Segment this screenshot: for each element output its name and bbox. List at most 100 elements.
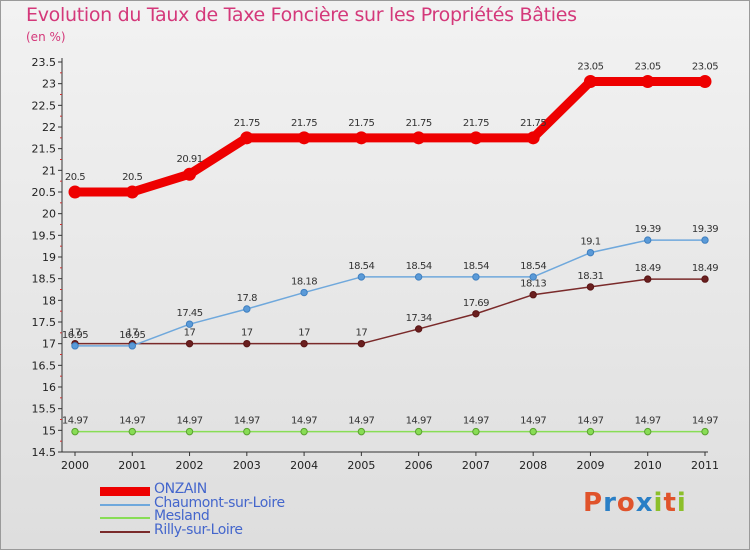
data-point [526,131,540,145]
data-point [71,427,79,436]
data-point [644,275,652,283]
y-tick-label: 18 [42,294,56,307]
logo-letter: P [583,488,604,518]
logo-letter: t [663,488,677,518]
data-label: 17 [298,328,310,339]
data-label: 18.49 [635,263,661,274]
data-label: 19.39 [635,224,661,235]
data-point [185,320,194,328]
y-tick-label: 22 [42,121,56,134]
data-point [472,273,480,281]
legend-swatch [100,486,150,496]
legend-swatch [100,530,150,533]
data-point [414,273,423,281]
data-label: 14.97 [291,416,317,427]
chart-title: Evolution du Taux de Taxe Foncière sur l… [26,4,577,26]
proxiti-logo: Proxiti [583,488,687,518]
data-label: 18.54 [463,261,489,272]
legend-swatch [100,517,150,519]
series-rilly-sur-loire [71,275,709,348]
data-label: 21.75 [291,118,317,129]
y-tick-label: 21 [42,164,56,177]
data-label: 14.97 [692,416,718,427]
data-label: 14.97 [406,416,432,427]
y-tick-label: 23.5 [32,56,57,69]
data-label: 14.97 [520,416,546,427]
data-label: 21.75 [348,118,374,129]
data-point [529,291,537,299]
data-point [412,131,426,145]
data-point [183,167,197,181]
data-point [472,427,480,436]
data-label: 21.75 [520,118,546,129]
y-tick-label: 16 [42,381,56,394]
data-point [644,236,652,244]
series-chaumont-sur-loire [71,236,709,350]
data-label: 14.97 [119,416,145,427]
data-label: 20.91 [176,154,202,165]
legend-swatch [100,503,150,506]
data-point [297,131,311,145]
data-label: 18.49 [692,263,718,274]
y-tick-label: 23 [42,78,56,91]
data-point [243,339,251,348]
data-point [641,75,655,88]
y-tick-label: 19.5 [32,229,57,242]
logo-letter: i [676,488,687,518]
data-point [644,427,652,436]
data-label: 17 [126,328,138,339]
y-tick-label: 14.5 [32,446,57,459]
data-label: 20.5 [65,172,85,183]
data-point [529,273,537,281]
series-line [75,278,705,345]
data-point [586,427,595,436]
data-point [128,342,136,350]
series-line [75,239,705,347]
data-label: 21.75 [406,118,432,129]
x-tick-label: 2005 [347,459,375,472]
x-tick-label: 2006 [405,459,433,472]
data-point [357,339,366,348]
data-point [472,310,480,318]
data-point [357,427,366,436]
legend-label: ONZAIN [154,481,207,497]
data-point [354,131,368,145]
data-label: 14.97 [635,416,661,427]
data-point [125,185,139,199]
data-point [583,75,597,88]
data-label: 18.54 [520,261,546,272]
legend-label: Mesland [154,508,210,524]
data-label: 18.54 [348,261,374,272]
data-label: 14.97 [463,416,489,427]
logo-letter: i [653,488,664,518]
series-onzain [68,75,712,199]
legend-label: Rilly-sur-Loire [154,521,243,538]
series-line [75,77,705,197]
x-tick-label: 2003 [233,459,261,472]
legend-label: Chaumont-sur-Loire [154,494,285,511]
x-tick-label: 2000 [61,459,89,472]
data-label: 14.97 [62,416,88,427]
data-point [586,283,595,291]
data-label: 18.18 [291,277,317,288]
data-label: 18.31 [577,271,603,282]
data-label: 17.45 [176,308,202,319]
chart-unit-label: (en %) [26,30,66,44]
data-point [414,427,423,436]
data-label: 20.5 [122,172,142,183]
x-tick-label: 2008 [519,459,547,472]
logo-letter: x [635,488,654,518]
x-tick-label: 2007 [462,459,490,472]
data-label: 17.69 [463,298,489,309]
y-tick-label: 15.5 [32,403,57,416]
data-point [701,275,709,283]
data-label: 21.75 [234,118,260,129]
data-label: 14.97 [176,416,202,427]
data-point [243,305,251,313]
logo-letter: r [603,488,617,518]
data-point [240,131,254,145]
data-point [243,427,251,436]
data-label: 23.05 [577,62,603,73]
data-label: 17 [241,328,253,339]
